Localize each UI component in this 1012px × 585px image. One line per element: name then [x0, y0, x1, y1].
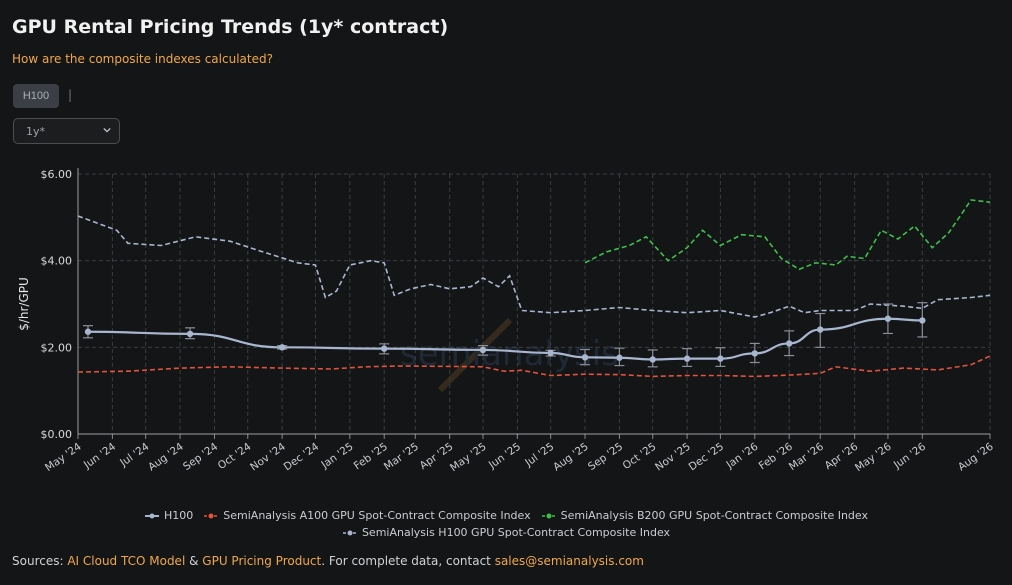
sources-prefix: Sources: — [12, 554, 68, 568]
legend-item-a100-index[interactable]: SemiAnalysis A100 GPU Spot-Contract Comp… — [203, 509, 531, 522]
gpu-pricing-link[interactable]: GPU Pricing Product — [202, 554, 322, 568]
data-point-h100 — [785, 340, 793, 347]
data-point-h100 — [186, 330, 194, 338]
legend-item-h100-index[interactable]: SemiAnalysis H100 GPU Spot-Contract Comp… — [342, 526, 670, 539]
series-line-2 — [584, 199, 991, 271]
x-tick-label: Nov '25 — [653, 441, 693, 474]
legend-item-b200-index[interactable]: SemiAnalysis B200 GPU Spot-Contract Comp… — [541, 509, 868, 522]
y-tick-label: $2.00 — [41, 341, 73, 354]
x-tick-label: Mar '26 — [787, 440, 826, 473]
legend-label: SemiAnalysis A100 GPU Spot-Contract Comp… — [223, 509, 531, 522]
legend-swatch-h100 — [145, 513, 159, 518]
x-tick-label: Jun '24 — [81, 440, 118, 471]
sales-email-link[interactable]: sales@semianalysis.com — [494, 554, 644, 568]
tab-separator: | — [68, 88, 73, 102]
legend-label: SemiAnalysis H100 GPU Spot-Contract Comp… — [361, 526, 671, 539]
data-point-h100 — [581, 354, 589, 361]
x-tick-label: Sep '24 — [181, 440, 220, 473]
x-tick-label: Dec '25 — [687, 441, 727, 474]
data-point-h100 — [717, 355, 724, 362]
x-tick-label: Jun '26 — [891, 440, 928, 471]
chevron-down-icon — [103, 127, 111, 133]
page-title: GPU Rental Pricing Trends (1y* contract) — [12, 16, 449, 38]
x-tick-label: Jan '26 — [723, 440, 760, 471]
y-tick-label: $4.00 — [41, 255, 73, 268]
legend-swatch-h100-index — [342, 530, 357, 535]
x-tick-label: Oct '25 — [621, 441, 659, 472]
y-tick-label: $6.00 — [41, 168, 73, 181]
x-tick-label: Aug '24 — [146, 440, 186, 473]
data-point-h100 — [616, 354, 623, 361]
x-tick-label: Sep '25 — [586, 441, 625, 473]
legend-label: SemiAnalysis B200 GPU Spot-Contract Comp… — [560, 509, 868, 522]
legend-item-h100[interactable]: H100 — [144, 509, 193, 522]
series-line-3 — [77, 215, 991, 318]
data-point-h100 — [919, 317, 926, 324]
watermark-text: semianalysis — [400, 334, 619, 374]
x-tick-label: May '25 — [448, 441, 489, 475]
x-tick-label: May '24 — [43, 440, 84, 474]
data-point-h100 — [649, 356, 656, 363]
x-tick-label: Nov '24 — [248, 440, 288, 473]
data-point-h100 — [547, 349, 554, 357]
data-point-h100 — [884, 315, 892, 322]
sources-amp: & — [185, 554, 203, 568]
data-point-h100 — [278, 344, 286, 351]
legend-row-2: SemiAnalysis H100 GPU Spot-Contract Comp… — [0, 526, 1012, 539]
data-point-h100 — [479, 346, 487, 354]
x-tick-label: Jun '25 — [486, 441, 523, 472]
data-point-h100 — [381, 345, 388, 352]
data-point-h100 — [84, 328, 92, 335]
period-select[interactable]: 1y* — [13, 118, 120, 144]
period-select-value: 1y* — [26, 124, 46, 138]
legend-swatch-b200 — [541, 513, 556, 518]
sources-middle: . For complete data, contact — [321, 554, 495, 568]
x-tick-label: Aug '26 — [956, 440, 996, 473]
x-tick-label: Oct '24 — [216, 440, 254, 472]
series-line-1 — [77, 355, 991, 378]
tco-model-link[interactable]: AI Cloud TCO Model — [67, 554, 186, 568]
x-tick-label: Mar '25 — [382, 441, 421, 473]
data-point-h100 — [683, 355, 691, 362]
watermark-logo: semianalysis — [400, 317, 619, 393]
sources-footer: Sources: AI Cloud TCO Model & GPU Pricin… — [12, 554, 644, 568]
watermark-slash — [437, 317, 513, 393]
data-point-h100 — [751, 350, 758, 357]
legend-row-1: H100 SemiAnalysis A100 GPU Spot-Contract… — [0, 509, 1012, 522]
x-tick-label: Dec '24 — [282, 440, 322, 473]
x-tick-label: Aug '25 — [551, 441, 591, 474]
x-tick-label: Jan '25 — [319, 441, 356, 472]
tab-h100[interactable]: H100 — [13, 84, 59, 108]
x-tick-label: May '26 — [853, 440, 894, 474]
data-point-h100 — [817, 326, 824, 333]
legend-label: H100 — [164, 509, 194, 522]
methodology-link[interactable]: How are the composite indexes calculated… — [12, 52, 273, 66]
legend-swatch-a100 — [204, 513, 219, 518]
y-tick-label: $0.00 — [41, 428, 73, 441]
y-axis-label: $/hr/GPU — [17, 277, 31, 331]
